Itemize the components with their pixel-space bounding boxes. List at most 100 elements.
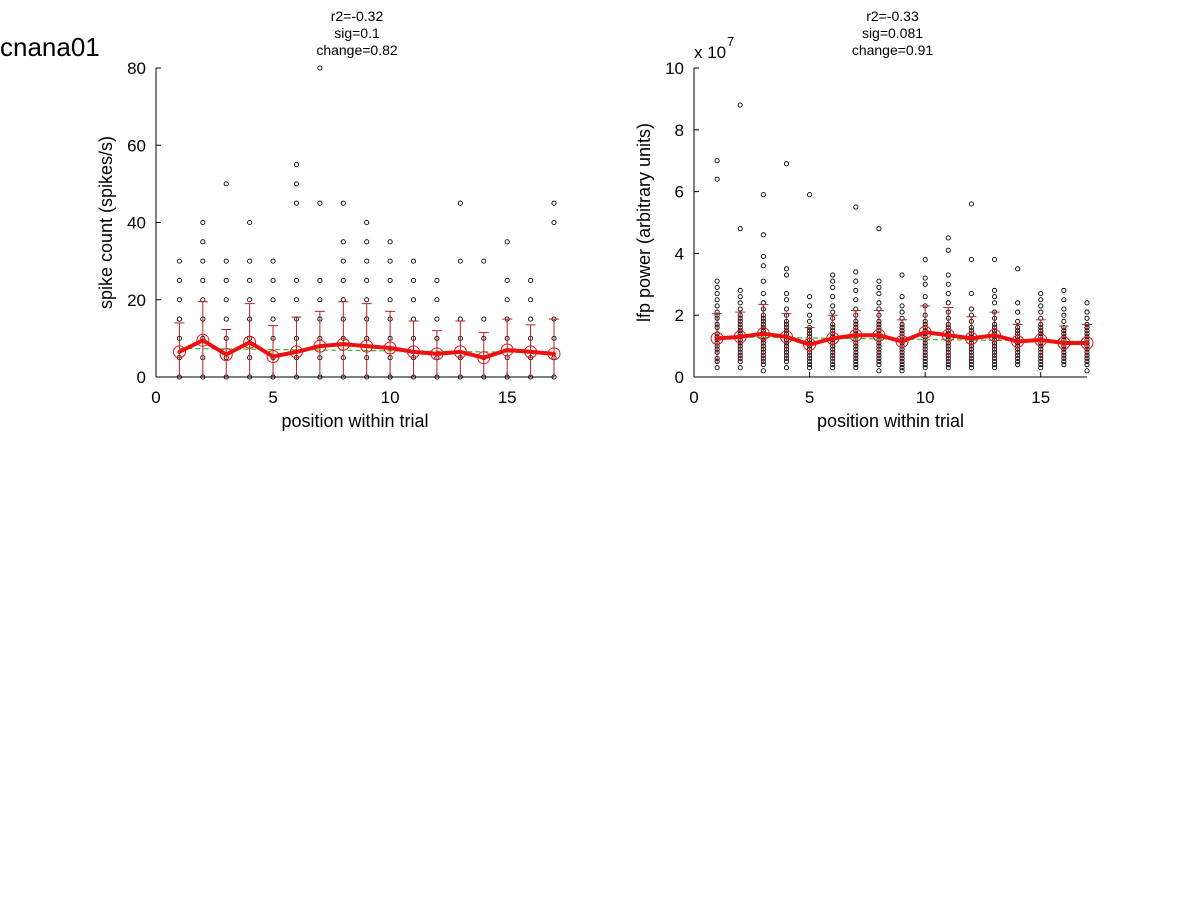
left-data-point: [270, 277, 276, 283]
left-mean-marker: [172, 345, 186, 359]
right-data-point: [945, 281, 951, 287]
right-data-point: [1061, 318, 1067, 324]
right-data-point: [968, 365, 974, 371]
right-data-point: [714, 303, 720, 309]
right-data-point: [991, 300, 998, 306]
right-data-point: [945, 247, 951, 253]
right-data-point: [899, 303, 905, 309]
right-data-point: [1084, 309, 1090, 315]
left-mean-line: [177, 338, 556, 360]
right-data-point: [991, 362, 998, 368]
left-data-point: [410, 258, 417, 264]
right-y-axis-label: lfp power (arbitrary units): [634, 123, 654, 322]
left-mean-marker: [383, 341, 397, 355]
left-data-point: [504, 297, 510, 303]
right-mean-marker: [756, 327, 770, 341]
right-data-point: [899, 365, 905, 371]
right-data-point: [968, 201, 974, 207]
right-data-point: [945, 365, 951, 371]
left-y-tick-label: 60: [127, 136, 146, 155]
right-data-point: [922, 358, 928, 365]
right-mean-marker: [710, 331, 724, 345]
right-data-point: [1061, 306, 1067, 312]
right-mean-marker: [803, 338, 817, 352]
right-data-point: [922, 365, 928, 371]
left-data-point: [200, 219, 206, 226]
right-data-point: [737, 300, 743, 306]
right-data-point: [714, 365, 720, 371]
left-data-point: [223, 258, 229, 264]
right-data-point: [737, 306, 743, 312]
right-y-tick-label: 10: [665, 59, 684, 78]
left-mean-marker: [477, 351, 491, 365]
left-data-point: [317, 277, 323, 283]
left-data-point: [410, 297, 417, 303]
right-mean-marker: [1034, 333, 1048, 347]
left-mean-marker: [547, 347, 561, 361]
right-data-point: [991, 287, 998, 294]
right-data-point: [1061, 297, 1067, 303]
left-mean-marker: [453, 345, 467, 359]
left-stat-line: sig=0.1: [334, 25, 380, 41]
right-mean-marker: [1057, 336, 1071, 350]
right-data-point: [714, 158, 720, 164]
right-data-point: [922, 281, 928, 287]
left-data-point: [317, 65, 323, 71]
right-data-point: [1084, 362, 1090, 368]
left-mean-marker: [313, 339, 327, 353]
left-data-point: [200, 277, 206, 283]
left-data-point: [364, 297, 370, 303]
figure-title: cnana01: [0, 32, 100, 62]
right-mean-marker: [895, 334, 909, 348]
right-mean-marker: [941, 328, 955, 342]
left-data-point: [434, 277, 440, 283]
right-data-point: [807, 365, 813, 371]
right-data-point: [853, 287, 859, 294]
right-data-point: [968, 362, 974, 368]
right-data-point: [1038, 291, 1044, 297]
left-data-point: [504, 239, 510, 245]
left-data-point: [223, 181, 229, 187]
right-data-point: [830, 303, 836, 309]
right-data-point: [922, 362, 928, 368]
right-exponent-label: x 10: [694, 43, 726, 62]
right-data-point: [1038, 365, 1044, 371]
left-data-point: [551, 200, 557, 206]
right-mean-marker: [964, 331, 978, 345]
left-mean-marker: [524, 345, 538, 359]
right-data-point: [783, 306, 790, 312]
right-data-point: [1061, 362, 1067, 368]
right-x-tick-label: 15: [1031, 388, 1050, 407]
right-data-point: [1015, 362, 1021, 368]
right-data-point: [968, 291, 974, 297]
left-data-point: [200, 258, 206, 264]
left-data-point: [364, 258, 370, 264]
left-data-point: [364, 239, 370, 245]
left-data-point: [481, 316, 487, 322]
left-data-point: [270, 316, 276, 322]
right-data-point: [876, 284, 882, 290]
left-mean-marker: [196, 333, 210, 347]
right-stat-line: change=0.91: [852, 42, 934, 58]
right-mean-marker: [826, 331, 840, 345]
right-data-point: [991, 257, 998, 263]
right-y-tick-label: 2: [675, 306, 684, 325]
left-y-tick-label: 40: [127, 214, 146, 233]
right-data-point: [714, 291, 720, 297]
right-data-point: [783, 365, 790, 371]
right-mean-marker: [1080, 336, 1094, 350]
left-data-point: [364, 219, 370, 226]
right-data-point: [876, 368, 882, 374]
right-data-point: [1084, 300, 1090, 306]
right-mean-marker: [872, 328, 886, 342]
right-data-point: [1038, 303, 1044, 309]
left-data-point: [270, 258, 276, 264]
right-data-point: [1015, 358, 1021, 365]
right-data-point: [1015, 300, 1021, 306]
right-stat-line: r2=-0.33: [866, 8, 919, 24]
right-data-point: [714, 284, 720, 290]
right-data-point: [853, 204, 859, 210]
right-data-point: [899, 294, 905, 300]
right-data-point: [1038, 309, 1044, 315]
left-mean-marker: [360, 339, 374, 353]
